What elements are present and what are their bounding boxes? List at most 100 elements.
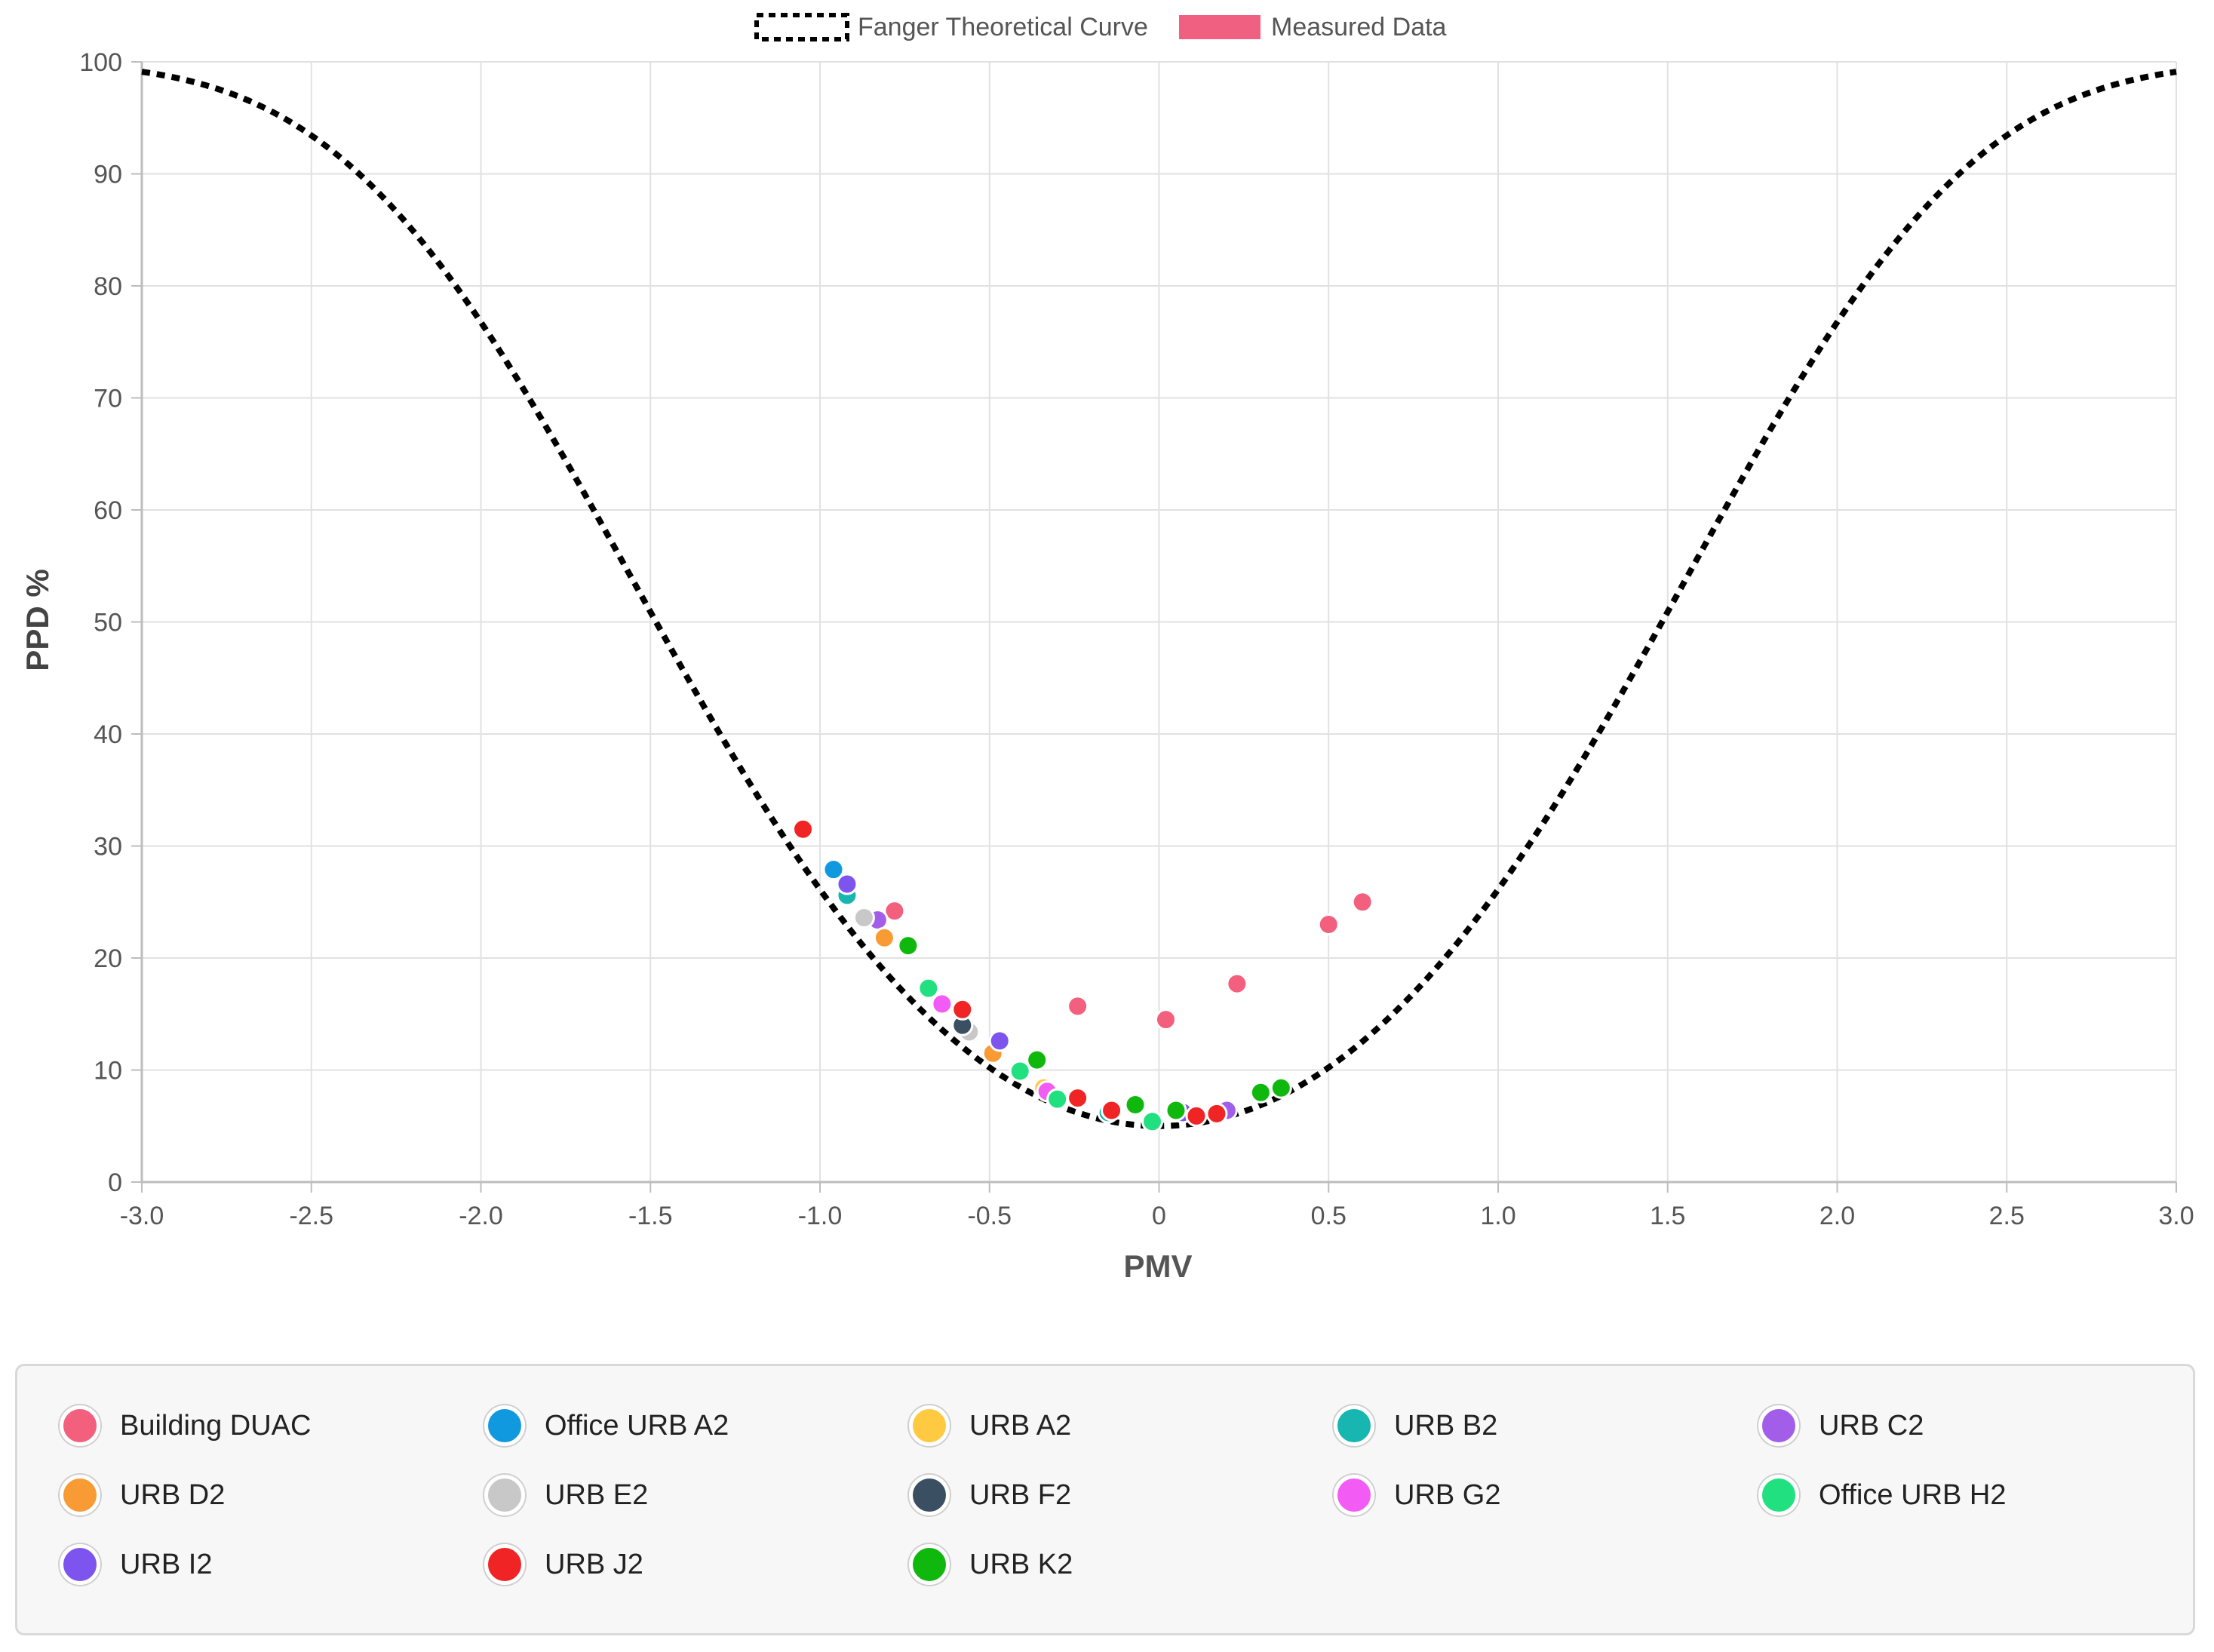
x-tick-label: 0 (1152, 1202, 1166, 1230)
data-point-building-duac (1351, 891, 1374, 914)
data-point-urb-i2 (988, 1030, 1011, 1052)
legend-label-urb-k2: URB K2 (969, 1548, 1073, 1580)
y-tick-label: 30 (94, 833, 122, 861)
data-point-urb-d2 (873, 926, 895, 949)
legend-label-urb-d2: URB D2 (120, 1479, 226, 1511)
data-point-office-urb-h2 (1046, 1088, 1069, 1110)
legend-marker-urb-i2 (60, 1544, 100, 1585)
y-tick-label: 20 (94, 944, 122, 973)
legend-label-urb-f2: URB F2 (969, 1479, 1072, 1511)
legend-item-urb-b2[interactable]: URB B2 (1334, 1405, 1758, 1446)
data-point-urb-j2 (1101, 1099, 1123, 1122)
data-point-urb-k2 (1124, 1094, 1147, 1116)
y-tick-label: 100 (79, 48, 122, 77)
legend-item-urb-d2[interactable]: URB D2 (60, 1475, 484, 1515)
legend-marker-urb-a2 (909, 1405, 950, 1446)
data-point-building-duac (1154, 1009, 1177, 1031)
x-tick-label: -2.5 (289, 1202, 333, 1230)
data-point-urb-j2 (1067, 1087, 1089, 1110)
legend-marker-urb-g2 (1334, 1475, 1374, 1515)
legend-label-urb-j2: URB J2 (545, 1548, 643, 1580)
data-point-urb-k2 (1270, 1076, 1292, 1099)
legend-marker-urb-d2 (60, 1475, 100, 1515)
legend-label-urb-i2: URB I2 (120, 1548, 213, 1580)
x-tick-label: -1.5 (628, 1202, 673, 1230)
legend-item-urb-i2[interactable]: URB I2 (60, 1544, 484, 1585)
legend-marker-urb-k2 (909, 1544, 950, 1585)
legend-item-urb-k2[interactable]: URB K2 (909, 1544, 1334, 1585)
y-tick-label: 90 (94, 161, 122, 189)
top-legend: Fanger Theoretical Curve Measured Data (754, 13, 1447, 41)
x-tick-label: -1.0 (798, 1202, 843, 1230)
legend-marker-office-urb-a2 (484, 1405, 525, 1446)
x-axis-label: PMV (1123, 1248, 1192, 1284)
data-point-urb-i2 (836, 873, 858, 895)
top-legend-swatch-measured-data (1179, 15, 1261, 39)
data-point-office-urb-a2 (822, 858, 845, 881)
legend-item-urb-e2[interactable]: URB E2 (484, 1475, 909, 1515)
top-legend-swatch-fanger-theoretical-curve (754, 13, 849, 41)
legend-item-urb-j2[interactable]: URB J2 (484, 1544, 909, 1585)
x-tick-label: 3.0 (2158, 1202, 2194, 1230)
legend-marker-urb-c2 (1758, 1405, 1799, 1446)
y-tick-label: 60 (94, 496, 122, 525)
legend-label-urb-g2: URB G2 (1394, 1479, 1501, 1511)
x-tick-label: 2.0 (1819, 1202, 1855, 1230)
x-tick-label: 2.5 (1989, 1202, 2025, 1230)
x-tick-label: -2.0 (459, 1202, 503, 1230)
top-legend-label-measured-data: Measured Data (1271, 13, 1447, 41)
data-point-urb-k2 (897, 935, 920, 957)
legend-label-urb-e2: URB E2 (545, 1479, 649, 1511)
data-point-urb-j2 (951, 998, 974, 1021)
legend-marker-office-urb-h2 (1758, 1475, 1799, 1515)
data-point-building-duac (1317, 913, 1340, 935)
axes: -3.0 -2.5 -2.0 -1.5 -1.0 -0.5 0 0.5 1.0 1.5 2.0 2.5… (79, 48, 2194, 1230)
data-point-building-duac (883, 900, 906, 923)
data-point-urb-j2 (1205, 1102, 1228, 1125)
data-point-office-urb-h2 (917, 977, 940, 999)
legend-marker-urb-f2 (909, 1475, 950, 1515)
legend-label-office-urb-a2: Office URB A2 (545, 1409, 729, 1442)
y-tick-label: 40 (94, 720, 122, 749)
legend-item-building-duac[interactable]: Building DUAC (60, 1405, 484, 1446)
legend-label-office-urb-h2: Office URB H2 (1819, 1479, 2007, 1511)
x-tick-label: 1.0 (1480, 1202, 1515, 1230)
top-legend-label-fanger-theoretical-curve: Fanger Theoretical Curve (858, 13, 1148, 41)
data-point-office-urb-h2 (1141, 1110, 1164, 1133)
legend-item-urb-f2[interactable]: URB F2 (909, 1475, 1334, 1515)
legend-marker-urb-j2 (484, 1544, 525, 1585)
data-point-building-duac (1226, 972, 1248, 995)
data-point-urb-e2 (852, 907, 875, 929)
legend-item-urb-c2[interactable]: URB C2 (1758, 1405, 2183, 1446)
data-point-urb-k2 (1026, 1049, 1049, 1071)
data-point-urb-j2 (1185, 1104, 1208, 1127)
y-tick-label: 70 (94, 385, 122, 413)
legend-item-office-urb-a2[interactable]: Office URB A2 (484, 1405, 909, 1446)
data-point-urb-j2 (792, 818, 815, 840)
legend-marker-building-duac (60, 1405, 100, 1446)
legend-label-urb-c2: URB C2 (1819, 1409, 1924, 1442)
legend-item-office-urb-h2[interactable]: Office URB H2 (1758, 1475, 2183, 1515)
x-tick-label: -0.5 (967, 1202, 1012, 1230)
data-point-urb-k2 (1249, 1081, 1272, 1104)
legend-marker-urb-e2 (484, 1475, 525, 1515)
y-axis-label: PPD % (20, 569, 55, 671)
scatter-points-layer (792, 818, 1374, 1133)
legend-marker-urb-b2 (1334, 1405, 1374, 1446)
y-tick-label: 0 (108, 1168, 122, 1197)
x-tick-label: 0.5 (1311, 1202, 1347, 1230)
legend-label-urb-b2: URB B2 (1394, 1409, 1498, 1442)
legend-label-urb-a2: URB A2 (969, 1409, 1072, 1442)
data-point-building-duac (1067, 995, 1089, 1018)
legend-item-urb-g2[interactable]: URB G2 (1334, 1475, 1758, 1515)
y-tick-label: 50 (94, 609, 122, 637)
y-tick-label: 80 (94, 272, 122, 301)
data-point-office-urb-h2 (1009, 1060, 1031, 1082)
data-point-urb-k2 (1165, 1099, 1187, 1122)
x-tick-label: 1.5 (1650, 1202, 1685, 1230)
legend-item-urb-a2[interactable]: URB A2 (909, 1405, 1334, 1446)
series-legend-grid: Building DUAC Office URB A2 URB A2 URB B2 UR… (60, 1405, 2187, 1585)
data-point-urb-g2 (931, 993, 953, 1015)
